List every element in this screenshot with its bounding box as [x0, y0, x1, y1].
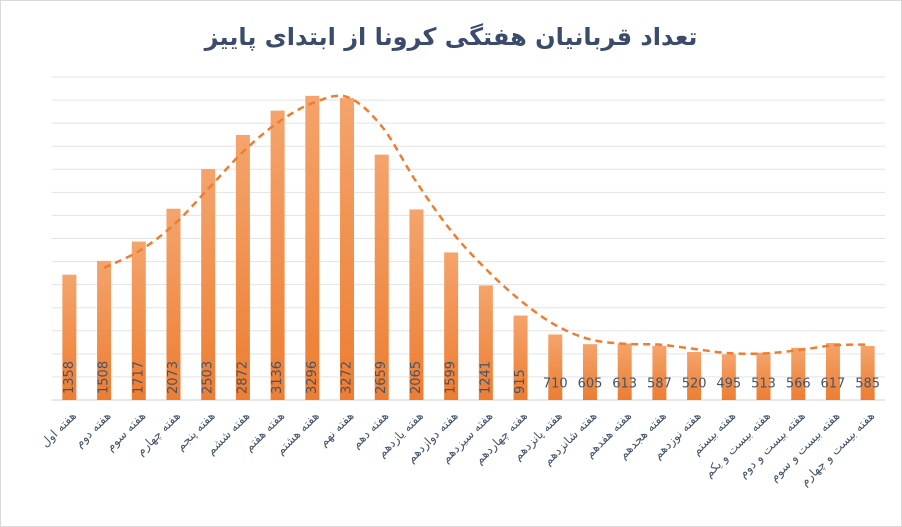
data-label: 513: [751, 377, 776, 392]
bar: [687, 352, 702, 400]
trendline: [103, 94, 868, 356]
bar: [513, 315, 528, 400]
bar: [548, 334, 563, 400]
bar: [235, 134, 250, 400]
bar: [617, 343, 632, 400]
data-label: 613: [612, 377, 637, 392]
bar: [409, 209, 424, 400]
bar: [97, 260, 112, 400]
bar: [305, 95, 320, 400]
bar: [721, 354, 736, 400]
data-label: 2659: [374, 361, 389, 394]
bar: [478, 285, 493, 400]
bar: [166, 208, 181, 400]
data-label: 1599: [444, 361, 459, 394]
bar: [860, 346, 875, 400]
bar: [444, 252, 459, 400]
data-label: 520: [682, 377, 707, 392]
bar: [131, 241, 146, 400]
data-label: 495: [716, 377, 741, 392]
data-label: 2073: [166, 361, 181, 394]
bar: [582, 344, 597, 400]
bar: [791, 347, 806, 400]
bar: [652, 345, 667, 400]
data-label: 587: [647, 377, 672, 392]
bar: [62, 274, 77, 400]
bar: [201, 169, 216, 400]
data-label: 1508: [97, 361, 112, 394]
chart-title: تعداد قربانیان هفتگی کرونا از ابتدای پای…: [204, 23, 698, 51]
data-label: 566: [786, 377, 811, 392]
bar: [340, 98, 355, 401]
data-label: 1717: [131, 361, 146, 394]
data-label: 605: [578, 377, 603, 392]
bar: [756, 352, 771, 400]
data-label: 3296: [305, 361, 320, 394]
data-label: 3272: [340, 361, 355, 394]
data-label: 710: [543, 377, 568, 392]
bar: [825, 343, 840, 400]
bar: [270, 110, 285, 400]
data-label: 1241: [478, 361, 493, 394]
data-label: 2503: [201, 361, 216, 394]
bar: [374, 154, 389, 400]
data-label: 585: [855, 377, 880, 392]
data-label: 915: [513, 369, 528, 394]
data-label: 1358: [62, 361, 77, 394]
data-label: 3136: [270, 361, 285, 394]
data-label: 2872: [235, 361, 250, 394]
data-label: 2065: [409, 361, 424, 394]
data-label: 617: [821, 377, 846, 392]
